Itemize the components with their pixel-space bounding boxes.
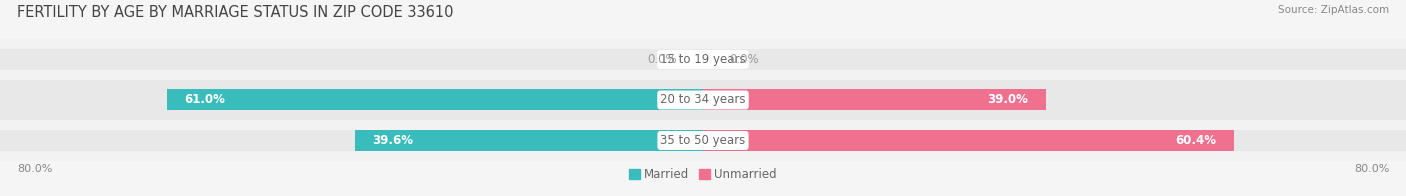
Bar xyxy=(0,39,1406,80)
Text: 0.0%: 0.0% xyxy=(647,53,676,66)
Bar xyxy=(703,130,1406,151)
Text: 35 to 50 years: 35 to 50 years xyxy=(661,134,745,147)
Bar xyxy=(0,89,703,111)
Bar xyxy=(703,89,1046,111)
Text: 20 to 34 years: 20 to 34 years xyxy=(661,93,745,106)
Text: 80.0%: 80.0% xyxy=(1354,163,1389,174)
Text: FERTILITY BY AGE BY MARRIAGE STATUS IN ZIP CODE 33610: FERTILITY BY AGE BY MARRIAGE STATUS IN Z… xyxy=(17,5,453,20)
Bar xyxy=(0,49,703,70)
Bar xyxy=(354,130,703,151)
Bar xyxy=(0,80,1406,120)
Text: 61.0%: 61.0% xyxy=(184,93,225,106)
Bar xyxy=(167,89,703,111)
Bar xyxy=(0,130,703,151)
Text: 39.6%: 39.6% xyxy=(373,134,413,147)
Text: 15 to 19 years: 15 to 19 years xyxy=(661,53,745,66)
Text: 80.0%: 80.0% xyxy=(17,163,52,174)
Legend: Married, Unmarried: Married, Unmarried xyxy=(624,164,782,186)
Bar xyxy=(703,49,1406,70)
Text: 39.0%: 39.0% xyxy=(987,93,1028,106)
Bar xyxy=(703,89,1406,111)
Bar xyxy=(0,120,1406,161)
Bar xyxy=(703,130,1234,151)
Text: 0.0%: 0.0% xyxy=(730,53,759,66)
Text: 60.4%: 60.4% xyxy=(1175,134,1216,147)
Text: Source: ZipAtlas.com: Source: ZipAtlas.com xyxy=(1278,5,1389,15)
